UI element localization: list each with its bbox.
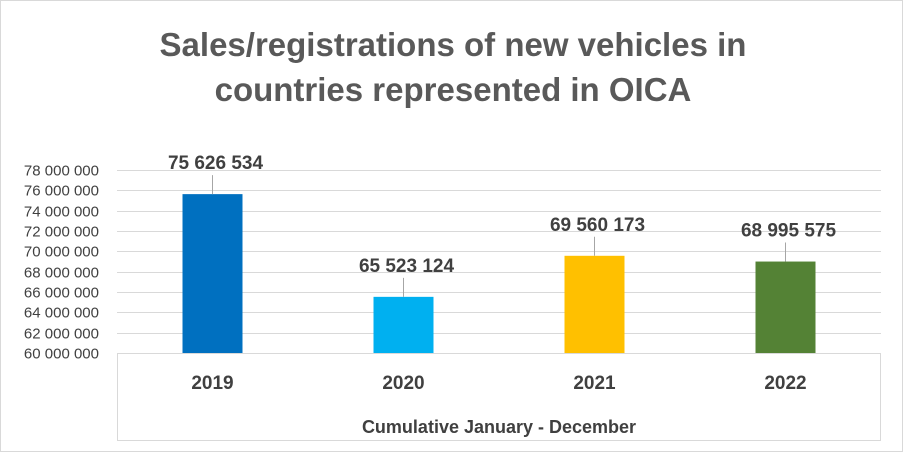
y-axis-tick-labels: 60 000 000 62 000 000 64 000 000 66 000 000…: [24, 163, 99, 363]
bar-2022: [755, 261, 816, 353]
chart-title-line-1: Sales/registrations of new vehicles in: [160, 26, 747, 63]
y-tick-label: 68 000 000: [24, 265, 99, 282]
y-tick-label: 72 000 000: [24, 224, 99, 241]
x-axis-category-labels: 2019 2020 2021 2022: [191, 373, 806, 394]
data-label-2021: 69 560 173: [550, 215, 645, 236]
bar-2020: [373, 296, 434, 353]
data-label-2022: 68 995 575: [741, 221, 837, 242]
y-tick-label: 78 000 000: [24, 163, 99, 180]
y-tick-label: 62 000 000: [24, 326, 99, 343]
y-tick-label: 66 000 000: [24, 285, 99, 302]
y-tick-label: 74 000 000: [24, 204, 99, 221]
x-tick-label: 2020: [382, 373, 424, 394]
y-tick-label: 70 000 000: [24, 244, 99, 261]
gridlines: [117, 170, 881, 354]
bar-2021: [564, 255, 625, 353]
chart-title-line-2: countries represented in OICA: [215, 71, 692, 108]
x-tick-label: 2019: [191, 373, 233, 394]
data-label-2020: 65 523 124: [359, 256, 455, 277]
bar-2019: [182, 194, 243, 353]
y-tick-label: 76 000 000: [24, 183, 99, 200]
y-tick-label: 60 000 000: [24, 346, 99, 363]
data-label-2019: 75 626 534: [168, 153, 264, 174]
x-axis-title: Cumulative January - December: [362, 417, 636, 437]
y-tick-label: 64 000 000: [24, 305, 99, 322]
x-tick-label: 2021: [573, 373, 616, 394]
x-tick-label: 2022: [764, 373, 806, 394]
category-axis-frame: [117, 353, 881, 441]
data-label-leaders: [212, 175, 786, 297]
chart-title: Sales/registrations of new vehicles in c…: [160, 26, 747, 108]
data-labels: 75 626 534 65 523 124 69 560 173 68 995 575: [168, 153, 837, 277]
bars: [182, 194, 816, 353]
